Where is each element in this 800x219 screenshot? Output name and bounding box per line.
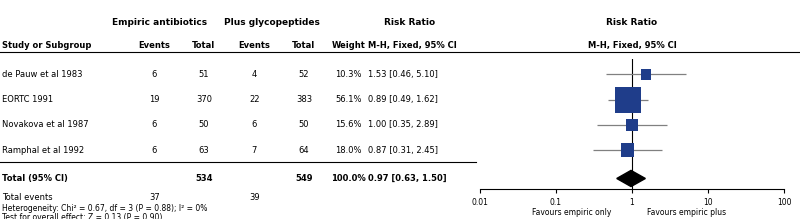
Text: M-H, Fixed, 95% CI: M-H, Fixed, 95% CI [368,41,457,51]
Text: 15.6%: 15.6% [335,120,362,129]
Text: Heterogeneity: Chi² = 0.67, df = 3 (P = 0.88); I² = 0%: Heterogeneity: Chi² = 0.67, df = 3 (P = … [2,204,207,213]
Text: 63: 63 [198,145,210,155]
Text: 64: 64 [298,145,310,155]
Text: 22: 22 [249,95,260,104]
Bar [626,118,638,131]
Text: Weight: Weight [332,41,366,51]
Text: 10.3%: 10.3% [335,70,362,79]
Text: Events: Events [238,41,270,51]
Bar [641,69,651,80]
Text: Total: Total [192,41,216,51]
Text: 383: 383 [296,95,312,104]
Text: 19: 19 [149,95,160,104]
Text: Favours empiric plus: Favours empiric plus [647,208,726,217]
Text: de Pauw et al 1983: de Pauw et al 1983 [2,70,82,79]
Text: 100.0%: 100.0% [331,174,366,183]
Text: 37: 37 [149,193,160,202]
Text: 7: 7 [252,145,257,155]
Text: Total (95% CI): Total (95% CI) [2,174,67,183]
Text: Ramphal et al 1992: Ramphal et al 1992 [2,145,84,155]
Text: Novakova et al 1987: Novakova et al 1987 [2,120,88,129]
Text: 1.53 [0.46, 5.10]: 1.53 [0.46, 5.10] [368,70,438,79]
Text: 549: 549 [295,174,313,183]
Text: Risk Ratio: Risk Ratio [606,18,658,28]
Text: 39: 39 [249,193,260,202]
Polygon shape [617,170,646,187]
Text: 534: 534 [195,174,213,183]
Text: Test for overall effect: Z = 0.13 (P = 0.90): Test for overall effect: Z = 0.13 (P = 0… [2,213,162,219]
Text: 51: 51 [198,70,210,79]
Text: 6: 6 [152,145,157,155]
Text: 6: 6 [152,70,157,79]
Text: Risk Ratio: Risk Ratio [384,18,435,28]
Text: M-H, Fixed, 95% CI: M-H, Fixed, 95% CI [588,41,676,51]
Text: Total events: Total events [2,193,52,202]
Text: 0.87 [0.31, 2.45]: 0.87 [0.31, 2.45] [368,145,438,155]
Text: Empiric antibiotics: Empiric antibiotics [113,18,207,28]
Text: 56.1%: 56.1% [335,95,362,104]
Text: 52: 52 [298,70,310,79]
Bar [621,143,634,157]
Text: Favours empiric only: Favours empiric only [531,208,611,217]
Text: 4: 4 [252,70,257,79]
Text: Plus glycopeptides: Plus glycopeptides [224,18,320,28]
Text: 0.97 [0.63, 1.50]: 0.97 [0.63, 1.50] [368,174,446,183]
Text: 370: 370 [196,95,212,104]
Text: Study or Subgroup: Study or Subgroup [2,41,91,51]
Text: 0.89 [0.49, 1.62]: 0.89 [0.49, 1.62] [368,95,438,104]
Text: 6: 6 [152,120,157,129]
Text: 6: 6 [252,120,257,129]
Bar [615,87,641,113]
Text: EORTC 1991: EORTC 1991 [2,95,53,104]
Text: Total: Total [292,41,316,51]
Text: 1.00 [0.35, 2.89]: 1.00 [0.35, 2.89] [368,120,438,129]
Text: 50: 50 [198,120,210,129]
Text: Events: Events [138,41,170,51]
Text: 50: 50 [298,120,310,129]
Text: 18.0%: 18.0% [335,145,362,155]
